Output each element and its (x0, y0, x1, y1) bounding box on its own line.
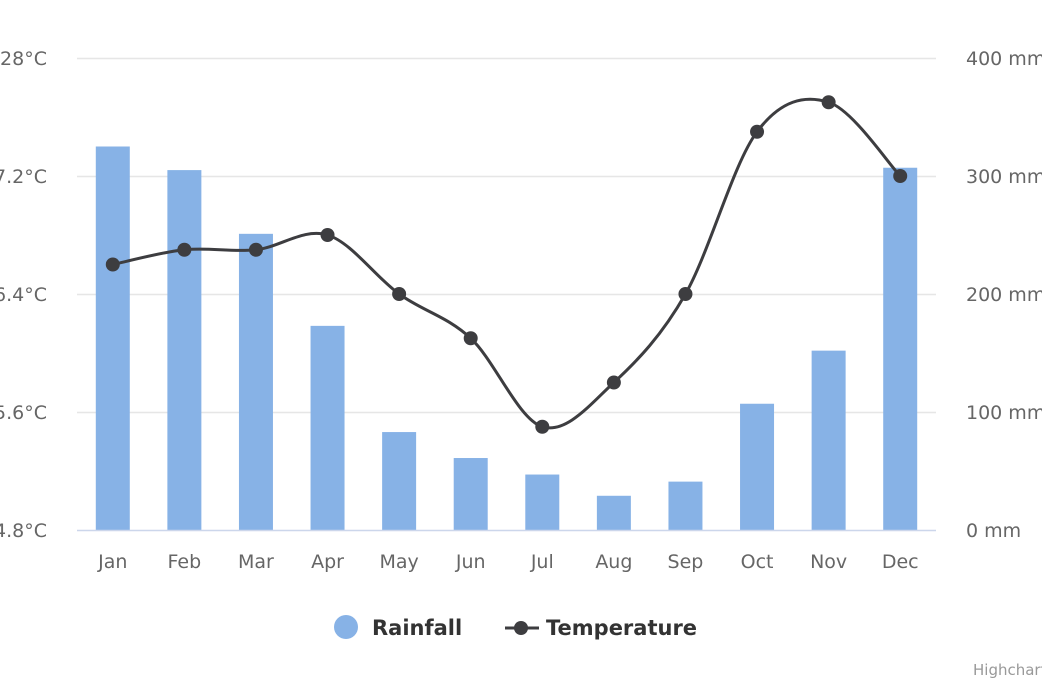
x-tick-label: Oct (741, 551, 774, 573)
y-right-tick-label: 0 mm (966, 520, 1021, 542)
rainfall-bar-may[interactable] (382, 432, 417, 530)
rainfall-bars (95, 146, 918, 531)
y-right-tick-label: 200 mm (966, 284, 1042, 306)
temperature-line (112, 97, 902, 430)
temperature-point-jan[interactable] (105, 257, 120, 272)
x-tick-label: Apr (311, 551, 344, 573)
temperature-point-may[interactable] (392, 287, 407, 301)
x-tick-label: Mar (238, 551, 274, 573)
x-tick-label: Jan (97, 551, 127, 573)
temperature-point-jun[interactable] (463, 331, 478, 346)
temperature-point-nov[interactable] (821, 95, 836, 110)
temperature-point-aug[interactable] (606, 375, 621, 390)
x-tick-label: Dec (882, 551, 919, 573)
rainfall-bar-dec[interactable] (883, 167, 918, 531)
y-left-tick-label: 24.8°C (0, 520, 47, 542)
temperature-point-jul[interactable] (535, 419, 550, 434)
y-left-tick-label: 28°C (0, 48, 47, 70)
rainfall-bar-oct[interactable] (740, 403, 775, 530)
x-tick-label: Feb (168, 551, 202, 573)
x-tick-label: Nov (810, 551, 847, 573)
x-tick-label: Sep (668, 551, 704, 573)
legend-item-temperature[interactable]: Temperature (505, 616, 697, 640)
y-axis-right: 0 mm 100 mm 200 mm 300 mm 400 mm (966, 48, 1042, 542)
legend-label-temperature: Temperature (546, 616, 697, 640)
rainfall-bar-mar[interactable] (238, 233, 273, 530)
y-left-tick-label: 26.4°C (0, 284, 47, 306)
x-axis: Jan Feb Mar Apr May Jun Jul Aug Sep Oct Nov Dec (77, 529, 936, 573)
rainfall-bar-nov[interactable] (811, 350, 846, 530)
y-left-tick-label: 25.6°C (0, 402, 47, 424)
temperature-point-sep[interactable] (678, 287, 693, 301)
temperature-legend-marker (514, 621, 528, 635)
y-right-tick-label: 400 mm (966, 48, 1042, 70)
temperature-line-group (105, 95, 908, 434)
y-left-tick-label: 27.2°C (0, 166, 47, 188)
x-tick-label: Jun (455, 551, 486, 573)
rainfall-bar-sep[interactable] (668, 481, 703, 530)
temperature-point-mar[interactable] (248, 242, 263, 257)
legend-label-rainfall: Rainfall (372, 616, 462, 640)
rainfall-bar-jul[interactable] (525, 474, 560, 530)
legend-item-rainfall[interactable]: Rainfall (334, 615, 462, 640)
rainfall-bar-aug[interactable] (596, 495, 631, 530)
rainfall-bar-apr[interactable] (310, 325, 345, 530)
rainfall-bar-jan[interactable] (95, 146, 130, 531)
grid-lines (77, 57, 936, 414)
credits-link[interactable]: Highcharts.com (973, 661, 1042, 679)
temperature-point-oct[interactable] (750, 124, 765, 139)
legend: Rainfall Temperature (334, 615, 697, 640)
temperature-point-dec[interactable] (893, 169, 908, 183)
rainfall-legend-symbol (334, 615, 358, 639)
temperature-point-apr[interactable] (320, 228, 335, 242)
temperature-point-feb[interactable] (177, 242, 192, 257)
rainfall-bar-jun[interactable] (453, 458, 488, 530)
y-axis-left: 24.8°C 25.6°C 26.4°C 27.2°C 28°C (0, 48, 47, 542)
x-tick-label: May (379, 551, 418, 573)
x-tick-label: Jul (530, 551, 554, 573)
x-tick-label: Aug (595, 551, 632, 573)
y-right-tick-label: 300 mm (966, 166, 1042, 188)
rainfall-bar-feb[interactable] (167, 170, 202, 530)
y-right-tick-label: 100 mm (966, 402, 1042, 424)
